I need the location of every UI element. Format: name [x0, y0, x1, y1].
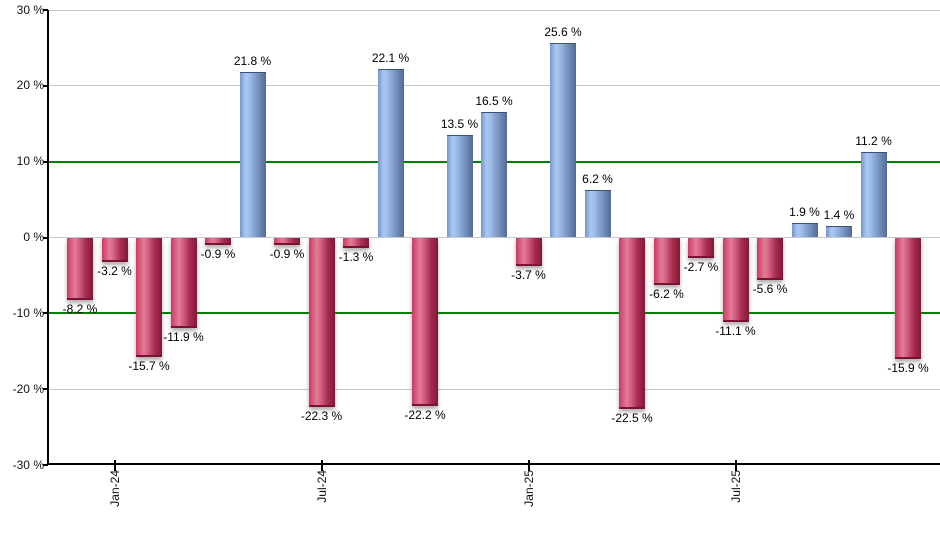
bar-negative-Dec-23 — [67, 238, 93, 301]
y-axis-line — [47, 10, 49, 465]
bar-value-label: 6.2 % — [582, 171, 613, 186]
y-axis-tick — [43, 464, 48, 466]
bar-negative-Jun-24 — [274, 238, 300, 245]
x-axis-tick — [113, 459, 116, 471]
bar-positive-Feb-25 — [550, 42, 576, 237]
y-axis-label: 20 % — [16, 78, 44, 93]
bar-negative-Jan-24 — [101, 238, 128, 263]
y-axis-tick — [43, 160, 48, 163]
x-axis-label: Jul-25 — [728, 470, 743, 503]
y-axis-tick — [43, 236, 48, 239]
bar-positive-Nov-25 — [860, 152, 887, 237]
x-axis-line — [47, 462, 940, 465]
y-axis-label: 10 % — [16, 154, 44, 169]
y-axis-tick — [43, 388, 48, 391]
bar-positive-Nov-24 — [446, 134, 473, 237]
gridline-30pct — [48, 9, 940, 11]
bar-value-label: 16.5 % — [475, 93, 513, 108]
gridline--20pct — [48, 388, 940, 390]
y-axis-tick — [43, 84, 48, 87]
y-axis-label: -20 % — [12, 381, 44, 396]
y-axis-label: -10 % — [12, 305, 44, 320]
bar-positive-Sep-24 — [377, 69, 404, 237]
bar-negative-Feb-24 — [136, 238, 162, 358]
bar-negative-Jul-24 — [308, 238, 335, 408]
x-axis-label: Jan-24 — [107, 470, 122, 507]
bar-positive-Dec-24 — [481, 111, 507, 237]
bar-negative-Apr-24 — [205, 238, 231, 245]
y-axis-label: 30 % — [16, 2, 44, 17]
bar-negative-Aug-24 — [343, 238, 369, 248]
bar-value-label: -22.2 % — [404, 408, 446, 423]
bar-positive-May-24 — [239, 71, 266, 237]
bar-value-label: 11.2 % — [855, 134, 892, 149]
x-axis-tick — [320, 459, 323, 471]
bar-value-label: -2.7 % — [683, 260, 719, 275]
bar-value-label: -15.9 % — [887, 360, 929, 375]
y-axis-label: 0 % — [23, 230, 44, 244]
bar-negative-Jun-25 — [688, 238, 714, 259]
bar-value-label: -0.9 % — [200, 246, 236, 261]
bar-negative-Dec-25 — [895, 238, 921, 359]
bar-value-label: 25.6 % — [544, 24, 582, 39]
bar-value-label: -11.1 % — [715, 324, 756, 339]
x-axis-label: Jul-24 — [314, 470, 329, 503]
gridline-0pct — [48, 237, 940, 238]
bar-negative-Oct-24 — [412, 238, 438, 407]
bar-value-label: -6.2 % — [649, 287, 684, 302]
bar-value-label: -1.3 % — [338, 249, 374, 264]
bar-negative-Apr-25 — [619, 238, 645, 409]
x-axis-label: Jan-25 — [521, 470, 536, 507]
bar-value-label: -0.9 % — [269, 246, 305, 261]
bar-value-label: -5.6 % — [752, 282, 788, 297]
bar-negative-May-25 — [653, 238, 680, 286]
bar-value-label: -11.9 % — [163, 330, 204, 345]
bar-value-label: -3.7 % — [511, 268, 546, 283]
bar-negative-Jan-25 — [515, 238, 542, 267]
bar-value-label: 21.8 % — [233, 53, 272, 68]
x-axis-tick — [734, 459, 737, 471]
bar-value-label: -15.7 % — [128, 359, 170, 374]
threshold-line--10pct — [48, 312, 940, 315]
x-axis-tick — [527, 459, 530, 471]
bar-positive-Sep-25 — [791, 222, 818, 237]
bar-value-label: -8.2 % — [62, 302, 98, 317]
bar-value-label: 1.9 % — [789, 204, 820, 219]
bar-value-label: -22.5 % — [611, 410, 653, 425]
y-axis-tick — [43, 9, 48, 11]
bar-negative-Mar-24 — [170, 238, 197, 329]
bar-value-label: 13.5 % — [440, 116, 479, 131]
bar-positive-Oct-25 — [826, 226, 852, 237]
gridline-20pct — [48, 85, 940, 87]
bar-value-label: 22.1 % — [371, 51, 410, 66]
bar-value-label: -22.3 % — [300, 409, 343, 424]
bar-value-label: -3.2 % — [97, 264, 132, 279]
y-axis-label: -30 % — [12, 457, 44, 472]
bar-positive-Mar-25 — [584, 189, 611, 237]
bar-negative-Jul-25 — [722, 238, 749, 323]
bar-negative-Aug-25 — [757, 238, 783, 281]
bar-value-label: 1.4 % — [823, 208, 855, 223]
y-axis-tick — [43, 312, 48, 315]
